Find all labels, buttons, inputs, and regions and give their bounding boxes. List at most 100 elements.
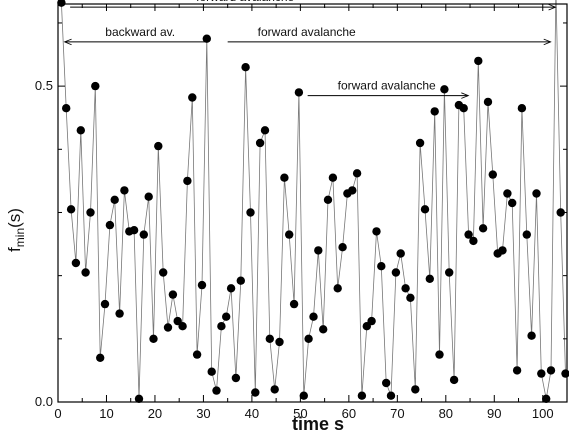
data-point	[212, 386, 221, 395]
data-point	[81, 268, 90, 277]
data-point	[226, 284, 236, 293]
data-point	[372, 227, 381, 236]
data-point	[280, 173, 289, 182]
data-point	[435, 350, 444, 359]
x-tick-label: 40	[245, 406, 259, 421]
data-point	[61, 104, 71, 113]
data-point	[377, 262, 386, 271]
data-point	[522, 230, 531, 239]
data-point	[449, 375, 459, 385]
data-point	[178, 322, 187, 331]
data-point	[154, 141, 163, 151]
data-point	[498, 246, 507, 255]
data-point	[270, 385, 279, 394]
data-point	[338, 243, 347, 252]
annotation-label: forward avalanche	[338, 79, 436, 93]
data-point	[546, 366, 556, 375]
data-point	[251, 388, 260, 397]
data-point	[236, 276, 245, 285]
y-axis-title-main: f	[5, 247, 24, 252]
data-point	[469, 236, 478, 246]
data-point	[304, 334, 313, 343]
x-axis-title: time s	[292, 414, 344, 433]
data-point	[406, 293, 415, 302]
data-point	[391, 268, 401, 277]
data-point	[532, 189, 541, 198]
data-point	[517, 104, 527, 113]
data-point	[542, 394, 551, 403]
y-axis-title: fmin(s)	[5, 208, 27, 252]
data-point	[231, 373, 241, 383]
annotation-label: backward av.	[105, 25, 175, 39]
data-point	[76, 126, 86, 135]
data-point	[445, 268, 454, 277]
data-point	[168, 290, 178, 299]
data-point	[309, 312, 318, 321]
data-point	[71, 258, 81, 268]
data-point	[294, 88, 304, 97]
data-point	[163, 323, 173, 332]
data-point	[202, 34, 211, 43]
data-point	[299, 391, 308, 400]
data-point	[420, 205, 430, 214]
series-line	[61, 0, 566, 399]
data-point	[357, 391, 367, 400]
data-point	[188, 93, 197, 102]
data-point	[328, 173, 338, 182]
data-point	[503, 189, 512, 198]
data-point	[430, 107, 439, 116]
data-point	[289, 299, 299, 309]
data-point	[527, 331, 536, 340]
data-point	[459, 104, 468, 113]
data-point	[86, 208, 95, 217]
data-point	[352, 169, 362, 178]
x-tick-label: 50	[293, 406, 307, 421]
data-point	[396, 249, 405, 258]
x-tick-label: 100	[532, 406, 554, 421]
plot-area	[57, 0, 569, 403]
data-point	[382, 378, 391, 388]
y-tick-label: 0.0	[35, 394, 53, 409]
data-point	[115, 309, 124, 318]
data-point	[265, 334, 274, 343]
data-point	[386, 391, 396, 400]
data-point	[333, 284, 342, 293]
x-tick-label: 80	[439, 406, 453, 421]
x-tick-label: 60	[342, 406, 356, 421]
data-point	[478, 224, 488, 233]
data-point	[464, 230, 473, 239]
data-point	[255, 138, 265, 148]
data-point	[197, 280, 207, 290]
x-tick-label: 10	[99, 406, 113, 421]
data-point	[275, 337, 284, 347]
data-point	[183, 176, 192, 186]
data-point	[149, 334, 158, 343]
data-point	[207, 367, 216, 376]
data-point	[105, 220, 115, 230]
annotation-label: forward avalanche	[258, 25, 356, 39]
data-point	[159, 268, 168, 277]
data-point	[323, 195, 333, 204]
data-point	[66, 205, 76, 214]
data-point	[260, 126, 270, 135]
x-tick-label: 90	[487, 406, 501, 421]
x-tick-label: 70	[390, 406, 404, 421]
data-point	[348, 186, 357, 195]
data-point	[139, 230, 148, 239]
data-point	[319, 325, 328, 334]
data-point	[91, 81, 100, 91]
x-tick-label: 30	[196, 406, 210, 421]
x-tick-label: 20	[148, 406, 162, 421]
data-point	[314, 246, 323, 255]
axes: 0 10 20 30 40 50 60 70 80 90 100 0.0 0.5	[35, 3, 568, 421]
data-point	[222, 312, 231, 321]
data-point	[411, 385, 420, 394]
data-point	[110, 195, 119, 204]
data-point	[556, 208, 565, 217]
data-point	[483, 97, 493, 107]
data-point	[217, 322, 226, 331]
data-point	[100, 299, 110, 309]
data-point	[512, 366, 522, 375]
data-point	[474, 56, 483, 66]
